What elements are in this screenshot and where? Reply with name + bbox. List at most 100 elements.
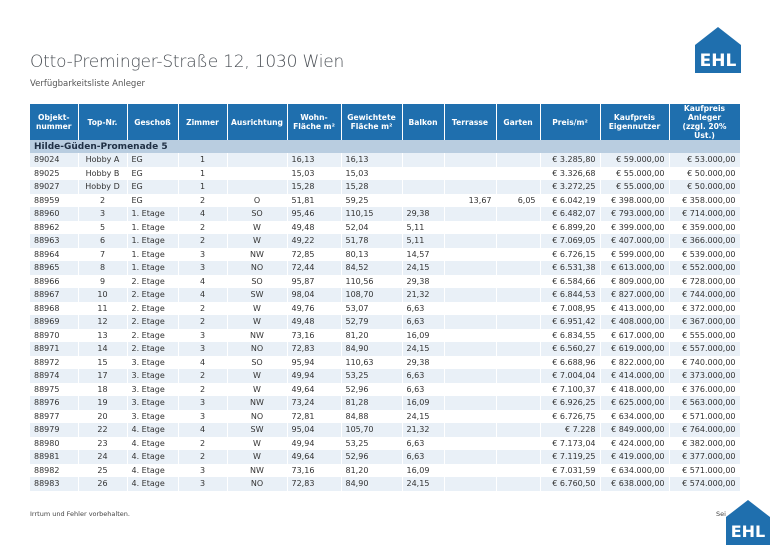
- cell: [496, 477, 541, 491]
- cell: [496, 342, 541, 356]
- data-row: 88959 2 EG 2 O 51,81 59,25 13,67 6,05 € 6.042,19 €…: [30, 193, 741, 207]
- cell: € 7.031,59: [540, 463, 601, 477]
- cell: 72,85: [287, 247, 342, 261]
- cell: 3: [178, 477, 228, 491]
- cell: Hobby A: [78, 153, 128, 167]
- data-row: 88960 3 1. Etage 4 SO 95,46 110,15 29,38 € 6.482…: [30, 207, 741, 221]
- cell: € 555.000,00: [669, 328, 741, 342]
- cell: 73,16: [287, 328, 342, 342]
- logo-text: EHL: [700, 51, 737, 71]
- cell: € 3.285,80: [540, 153, 601, 167]
- column-header: Preis/m²: [540, 104, 601, 140]
- cell: 2. Etage: [127, 342, 179, 356]
- cell: € 617.000,00: [600, 328, 670, 342]
- cell: € 59.000,00: [600, 153, 670, 167]
- cell: € 552.000,00: [669, 261, 741, 275]
- cell: [496, 207, 541, 221]
- cell: 3: [178, 409, 228, 423]
- cell: 16,09: [402, 463, 445, 477]
- cell: 88966: [30, 274, 79, 288]
- cell: [496, 220, 541, 234]
- cell: EG: [127, 166, 179, 180]
- cell: [444, 261, 497, 275]
- data-row: 88977 20 3. Etage 3 NO 72,81 84,88 24,15 € 6.726…: [30, 409, 741, 423]
- cell: [444, 409, 497, 423]
- cell: 29,38: [402, 274, 445, 288]
- cell: 49,64: [287, 382, 342, 396]
- cell: NW: [227, 328, 288, 342]
- cell: 95,46: [287, 207, 342, 221]
- cell: € 6.760,50: [540, 477, 601, 491]
- cell: € 372.000,00: [669, 301, 741, 315]
- cell: € 6.688,96: [540, 355, 601, 369]
- cell: 2: [178, 193, 228, 207]
- cell: 72,44: [287, 261, 342, 275]
- cell: 7: [78, 247, 128, 261]
- cell: SW: [227, 288, 288, 302]
- cell: € 599.000,00: [600, 247, 670, 261]
- cell: W: [227, 220, 288, 234]
- cell: 3. Etage: [127, 382, 179, 396]
- cell: 51,81: [287, 193, 342, 207]
- cell: € 6.584,66: [540, 274, 601, 288]
- cell: 2. Etage: [127, 315, 179, 329]
- cell: 21,32: [402, 288, 445, 302]
- cell: € 358.000,00: [669, 193, 741, 207]
- cell: NW: [227, 463, 288, 477]
- cell: 6,63: [402, 369, 445, 383]
- cell: [496, 423, 541, 437]
- cell: 24,15: [402, 342, 445, 356]
- cell: W: [227, 301, 288, 315]
- cell: 14: [78, 342, 128, 356]
- cell: 24: [78, 450, 128, 464]
- cell: 25: [78, 463, 128, 477]
- footer-note: Irrtum und Fehler vorbehalten.: [30, 510, 130, 518]
- cell: 72,83: [287, 342, 342, 356]
- cell: [227, 166, 288, 180]
- cell: € 6.726,75: [540, 409, 601, 423]
- column-header: Balkon: [402, 104, 445, 140]
- data-row: 88971 14 2. Etage 3 NO 72,83 84,90 24,15 € 6.560…: [30, 342, 741, 356]
- cell: 6,63: [402, 301, 445, 315]
- cell: 3: [178, 342, 228, 356]
- cell: [496, 409, 541, 423]
- cell: € 557.000,00: [669, 342, 741, 356]
- cell: € 50.000,00: [669, 166, 741, 180]
- cell: 6,63: [402, 450, 445, 464]
- cell: [444, 342, 497, 356]
- cell: 3: [178, 247, 228, 261]
- cell: 15: [78, 355, 128, 369]
- data-row: 88974 17 3. Etage 2 W 49,94 53,25 6,63 € 7.004,0…: [30, 369, 741, 383]
- cell: 2: [178, 234, 228, 248]
- cell: 49,48: [287, 220, 342, 234]
- cell: 4. Etage: [127, 436, 179, 450]
- cell: 88960: [30, 207, 79, 221]
- cell: 88964: [30, 247, 79, 261]
- cell: 52,96: [341, 450, 403, 464]
- cell: € 367.000,00: [669, 315, 741, 329]
- cell: 3. Etage: [127, 355, 179, 369]
- cell: 17: [78, 369, 128, 383]
- cell: [402, 153, 445, 167]
- cell: [444, 153, 497, 167]
- cell: NW: [227, 247, 288, 261]
- data-row: 88966 9 2. Etage 4 SO 95,87 110,56 29,38 € 6.584…: [30, 274, 741, 288]
- cell: € 634.000,00: [600, 463, 670, 477]
- column-header: Kaufpreis Eigennutzer: [600, 104, 670, 140]
- cell: 53,25: [341, 436, 403, 450]
- cell: [227, 180, 288, 194]
- cell: € 571.000,00: [669, 463, 741, 477]
- cell: € 376.000,00: [669, 382, 741, 396]
- header-row: Objekt- nummer Top-Nr. Geschoß Zimmer Ausric…: [30, 104, 741, 140]
- cell: W: [227, 234, 288, 248]
- column-header: Wohn- Fläche m²: [287, 104, 342, 140]
- cell: 89025: [30, 166, 79, 180]
- data-row: 88983 26 4. Etage 3 NO 72,83 84,90 24,15 € 6.760…: [30, 477, 741, 491]
- cell: € 7.004,04: [540, 369, 601, 383]
- logo: EHL: [695, 27, 741, 73]
- cell: [496, 153, 541, 167]
- cell: 88969: [30, 315, 79, 329]
- cell: 95,04: [287, 423, 342, 437]
- cell: 1: [178, 153, 228, 167]
